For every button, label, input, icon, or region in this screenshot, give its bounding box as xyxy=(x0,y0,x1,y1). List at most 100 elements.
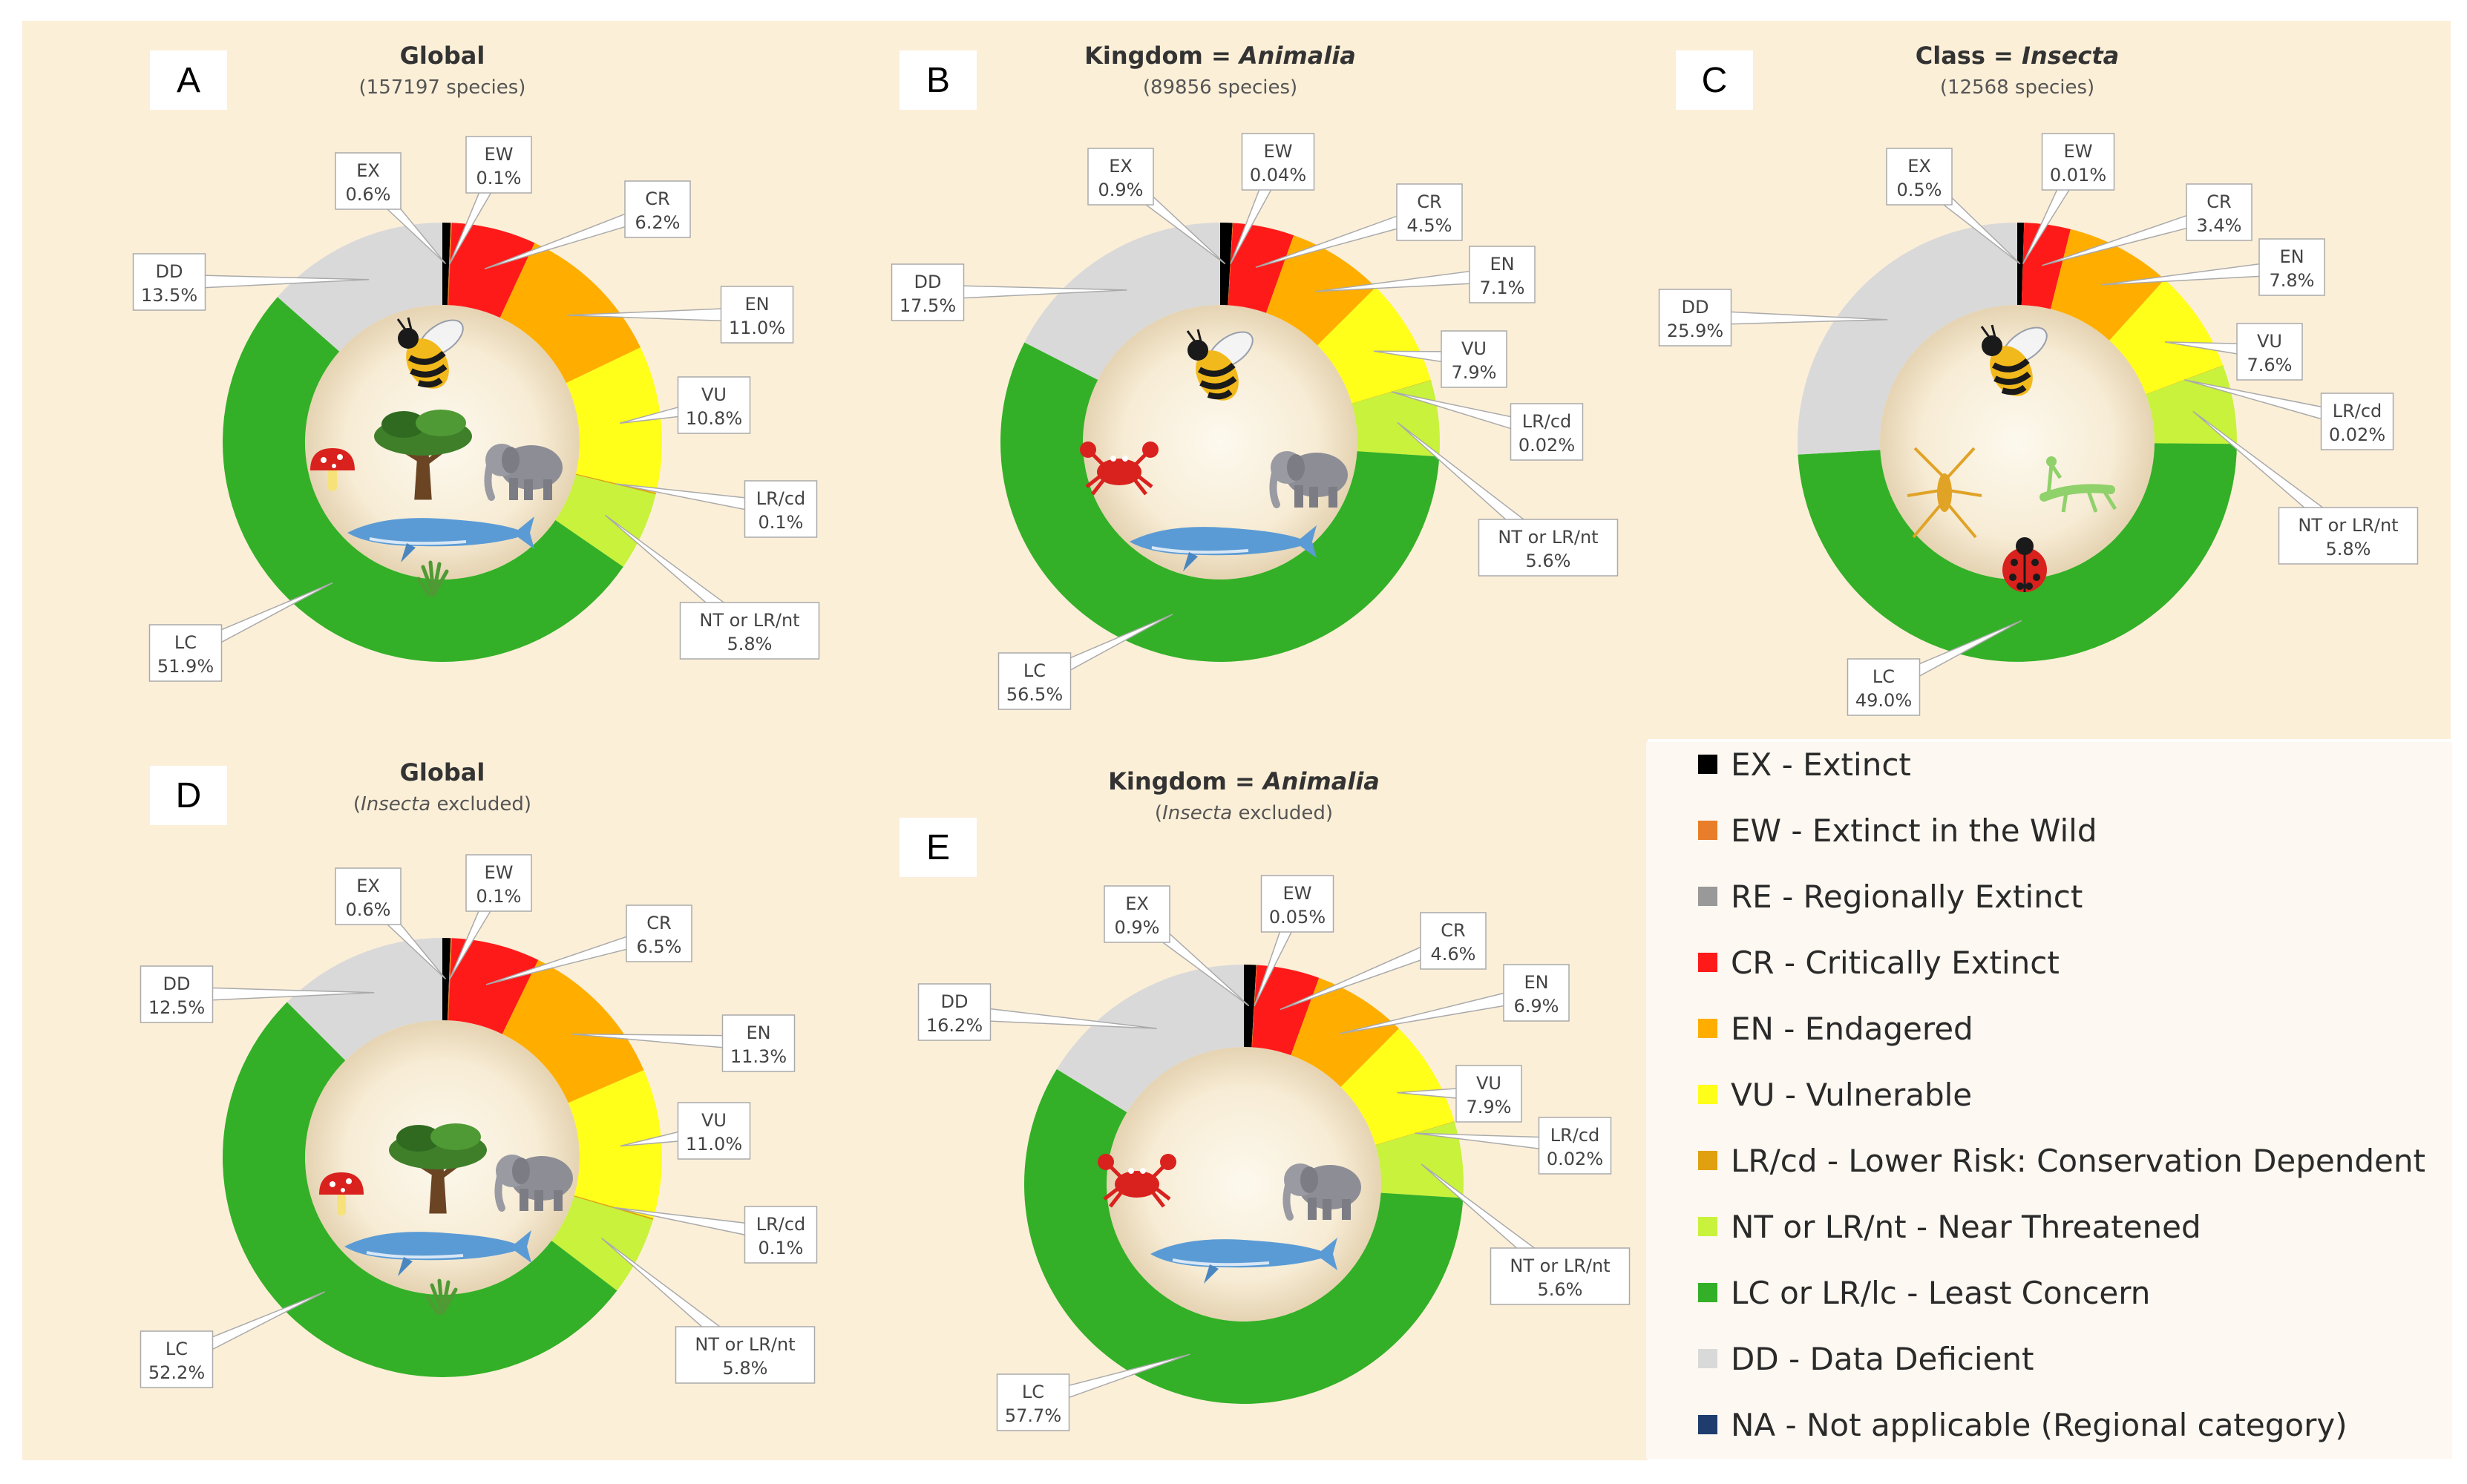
callout-box xyxy=(624,180,691,238)
legend-label-cr: CR - Critically Extinct xyxy=(1731,944,2060,981)
callout-vu: VU 7.6% xyxy=(2164,323,2303,381)
callout-percent: 51.9% xyxy=(157,656,214,677)
callout-label: VU xyxy=(701,1110,727,1131)
whale-belly xyxy=(366,1251,464,1259)
grass-blades xyxy=(416,560,449,597)
callout-label: EX xyxy=(1109,156,1133,177)
callout-ew: EW 0.04% xyxy=(1230,133,1315,265)
callout-box xyxy=(1847,658,1921,716)
callout-box xyxy=(132,253,206,311)
callout-cr: CR 4.6% xyxy=(1280,912,1487,1011)
legend-item-en: EN - Endagered xyxy=(1698,1006,1973,1051)
callout-percent: 17.5% xyxy=(900,295,956,316)
callout-box xyxy=(2236,323,2303,381)
callout-percent: 0.5% xyxy=(1897,180,1942,200)
mushroom-cap xyxy=(319,1172,364,1195)
callout-label: EW xyxy=(1283,883,1312,904)
chart-a: A Global (157197 species) EX 0.6% EW 0.1% CR 6.2… xyxy=(132,42,820,682)
donut-slice-ex xyxy=(442,938,451,1021)
callout-label: EX xyxy=(356,876,380,896)
callout-vu: VU 10.8% xyxy=(619,376,751,434)
chart-subtitle-open: ( xyxy=(353,793,361,815)
callout-label: NT or LR/nt xyxy=(699,610,799,631)
crab-legs xyxy=(1085,451,1153,496)
callout-label: DD xyxy=(163,974,191,994)
donut-slice-dd xyxy=(1024,223,1220,380)
chart-title-taxon: Insecta xyxy=(2022,42,2119,70)
callout-percent: 3.4% xyxy=(2197,215,2242,236)
callout-box xyxy=(465,136,532,194)
callout-label: NT or LR/nt xyxy=(1510,1255,1610,1276)
callout-nt: NT or LR/nt 5.6% xyxy=(1397,421,1619,577)
callout-label: VU xyxy=(1476,1073,1501,1094)
callout-percent: 0.1% xyxy=(476,168,522,188)
elephant-icon xyxy=(1269,451,1348,508)
callout-percent: 6.5% xyxy=(637,936,682,957)
legend-item-re: RE - Regionally Extinct xyxy=(1698,874,2083,919)
panel-letter: B xyxy=(926,61,950,100)
callout-label: EX xyxy=(356,160,380,181)
callout-box xyxy=(2320,393,2394,450)
legend-label-lrcd: LR/cd - Lower Risk: Conservation Depende… xyxy=(1731,1142,2425,1179)
callout-box xyxy=(679,602,820,660)
callout-box xyxy=(744,480,818,538)
tree-icon xyxy=(374,410,472,500)
callout-label: EX xyxy=(1125,893,1149,914)
panel-badge: D xyxy=(150,766,227,825)
donut-slice-cr xyxy=(448,938,539,1034)
legend-item-cr: CR - Critically Extinct xyxy=(1698,940,2060,985)
legend-swatch-cr xyxy=(1698,953,1717,972)
callout-percent: 0.02% xyxy=(2329,424,2385,445)
ladybug-head xyxy=(2016,537,2034,555)
ladybug-spot xyxy=(2011,559,2018,566)
callout-percent: 0.05% xyxy=(1269,907,1326,928)
callout-box xyxy=(335,152,402,210)
callout-box xyxy=(140,965,214,1023)
callout-label: EW xyxy=(2064,141,2093,162)
crab-eye xyxy=(1110,456,1116,462)
legend-swatch-lc xyxy=(1698,1283,1717,1302)
callout-box xyxy=(1441,330,1507,388)
crab-body xyxy=(1115,1171,1159,1198)
callout-cr: CR 6.2% xyxy=(484,180,691,270)
callout-box xyxy=(1241,133,1315,191)
grass-blades xyxy=(425,1278,458,1316)
donut-slice-dd xyxy=(1798,223,2017,455)
elephant-leg xyxy=(524,479,533,500)
mushroom-stem xyxy=(328,466,337,491)
panel-letter: D xyxy=(176,776,202,815)
donut-slice-dd xyxy=(1056,965,1244,1113)
ladybug-spot xyxy=(2009,574,2016,581)
callout-ew: EW 0.1% xyxy=(449,136,532,265)
donut-slice-cr xyxy=(1228,223,1294,313)
callout-percent: 5.8% xyxy=(2326,539,2371,559)
legend-item-vu: VU - Vulnerable xyxy=(1698,1072,1972,1117)
elephant-leg xyxy=(509,478,518,500)
callout-label: DD xyxy=(156,261,183,282)
callout-label: EW xyxy=(1264,141,1293,162)
legend: EX - Extinct EW - Extinct in the Wild RE… xyxy=(1646,742,2452,1459)
callout-label: CR xyxy=(645,188,669,209)
callout-box xyxy=(1420,912,1487,970)
donut-slice-dd xyxy=(277,223,442,352)
elephant-leg xyxy=(543,479,552,500)
callout-box xyxy=(1260,875,1334,933)
callout-box xyxy=(997,652,1072,710)
legend-item-nt: NT or LR/nt - Near Threatened xyxy=(1698,1204,2201,1249)
legend-label-lc: LC or LR/lc - Least Concern xyxy=(1731,1274,2151,1311)
callout-box xyxy=(720,286,794,344)
callout-label: EN xyxy=(744,294,769,315)
panel-badge: A xyxy=(150,50,227,110)
donut-slice-ex xyxy=(1244,965,1257,1048)
crab-claw xyxy=(1160,1154,1176,1170)
tree-canopy xyxy=(430,1123,481,1150)
callout-percent: 0.02% xyxy=(1547,1149,1603,1169)
whale-icon xyxy=(1130,525,1317,571)
callout-lc: LC 49.0% xyxy=(1847,620,2022,716)
callout-box xyxy=(335,867,402,925)
elephant-icon xyxy=(1282,1163,1361,1221)
callout-cr: CR 3.4% xyxy=(2042,183,2253,266)
callout-en: EN 11.3% xyxy=(571,1014,796,1072)
bee-antennae xyxy=(396,317,413,330)
bee-head xyxy=(1982,335,2002,356)
